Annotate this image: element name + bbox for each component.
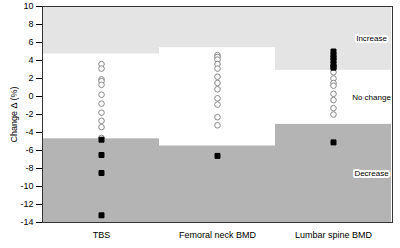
svg-text:-2: -2 [25, 109, 33, 119]
svg-text:4: 4 [28, 55, 33, 65]
svg-text:-12: -12 [20, 199, 33, 209]
svg-text:-14: -14 [20, 217, 33, 227]
svg-text:Lumbar spine BMD: Lumbar spine BMD [295, 230, 373, 240]
svg-text:0: 0 [28, 91, 33, 101]
svg-text:Decrease: Decrease [354, 169, 389, 178]
svg-text:Femoral neck BMD: Femoral neck BMD [179, 230, 257, 240]
svg-text:TBS: TBS [93, 230, 111, 240]
svg-text:No change: No change [352, 93, 391, 102]
svg-text:2: 2 [28, 73, 33, 83]
svg-text:Increase: Increase [356, 34, 387, 43]
svg-text:8: 8 [28, 19, 33, 29]
svg-text:-10: -10 [20, 181, 33, 191]
svg-text:-8: -8 [25, 163, 33, 173]
svg-text:Change Δ (%): Change Δ (%) [9, 86, 19, 142]
svg-text:-6: -6 [25, 145, 33, 155]
svg-text:6: 6 [28, 37, 33, 47]
svg-text:-4: -4 [25, 127, 33, 137]
svg-text:10: 10 [23, 1, 33, 11]
